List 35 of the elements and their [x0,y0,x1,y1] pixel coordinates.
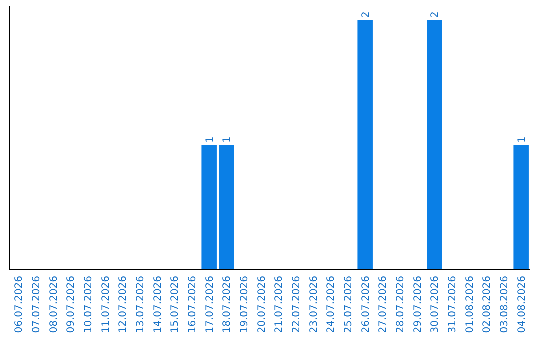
x-tick-label: 29.07.2026 [412,276,424,334]
x-tick-label: 28.07.2026 [396,276,406,334]
x-tick-label: 23.07.2026 [308,276,320,334]
x-tick-label: 14.07.2026 [152,276,164,334]
x-tick-label: 25.07.2026 [344,276,354,334]
x-tick-label: 01.08.2026 [464,276,476,334]
x-tick-label: 16.07.2026 [188,276,198,334]
x-tick-label: 31.07.2026 [448,276,458,334]
data-label: 1 [516,136,528,143]
x-tick-label: 26.07.2026 [360,276,372,334]
x-tick-label: 09.07.2026 [66,276,78,334]
x-tick-label: 24.07.2026 [326,276,338,334]
x-tick-label: 08.07.2026 [48,276,60,334]
x-tick-label: 21.07.2026 [274,276,286,334]
x-tick-label: 03.08.2026 [500,276,510,334]
x-tick-label: 13.07.2026 [136,276,146,334]
x-tick-label: 30.07.2026 [430,276,442,334]
x-tick-label: 15.07.2026 [170,276,182,334]
x-tick-label: 06.07.2026 [14,276,26,334]
data-label: 2 [360,12,372,18]
data-label: 2 [430,12,442,18]
x-tick-label: 27.07.2026 [378,276,390,334]
x-tick-label: 04.08.2026 [516,276,528,334]
x-tick-label: 18.07.2026 [222,276,234,334]
x-tick-label: 02.08.2026 [482,276,494,334]
x-tick-label: 17.07.2026 [204,276,216,334]
x-tick-label: 19.07.2026 [240,276,250,334]
x-tick-label: 10.07.2026 [84,276,94,334]
x-tick-label: 22.07.2026 [292,276,302,334]
data-label: 1 [204,136,216,143]
data-label: 1 [222,136,234,143]
x-tick-label: 12.07.2026 [118,276,130,334]
x-tick-label: 20.07.2026 [256,276,268,334]
x-tick-label: 11.07.2026 [100,276,112,334]
x-tick-label: 07.07.2026 [32,276,42,334]
